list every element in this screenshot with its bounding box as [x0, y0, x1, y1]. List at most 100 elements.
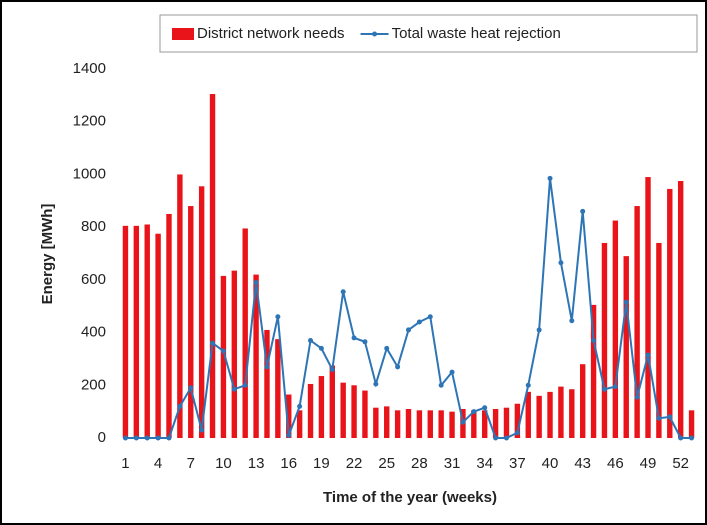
bar — [318, 376, 325, 438]
x-tick-label: 7 — [187, 455, 195, 472]
bar — [590, 304, 597, 438]
bar — [482, 410, 488, 438]
x-tick-label: 34 — [476, 455, 493, 472]
bar — [688, 410, 695, 438]
bar — [253, 274, 259, 438]
bar — [188, 206, 194, 438]
y-axis-label: Energy [MWh] — [39, 204, 56, 305]
x-tick-label: 31 — [444, 455, 461, 472]
line-point — [166, 435, 172, 441]
x-tick-label: 43 — [574, 455, 591, 472]
x-tick-label: 25 — [378, 455, 395, 472]
bar — [514, 403, 521, 438]
bar — [264, 329, 270, 438]
legend-swatch — [172, 28, 194, 40]
x-tick-label: 13 — [248, 455, 265, 472]
line-point — [536, 327, 542, 333]
bar — [242, 228, 248, 438]
bar — [623, 256, 629, 438]
line-point — [264, 364, 270, 370]
bar — [144, 224, 150, 438]
line-point — [340, 289, 346, 295]
bar — [405, 409, 412, 438]
bar — [307, 383, 314, 438]
bar — [155, 233, 161, 438]
line-point — [678, 435, 684, 441]
legend-box — [159, 14, 698, 53]
bar — [416, 410, 423, 438]
bar — [286, 394, 292, 438]
line-point — [471, 409, 477, 415]
line-point — [220, 348, 226, 354]
line-point — [645, 352, 651, 358]
bar — [677, 181, 684, 438]
line-point — [242, 382, 248, 388]
line-point — [384, 345, 390, 351]
bar — [525, 391, 531, 438]
legend-label: District network needs — [197, 25, 345, 42]
line-point — [351, 335, 357, 341]
bar — [427, 410, 433, 438]
bar — [558, 386, 564, 438]
line-point — [329, 366, 335, 372]
line-point — [580, 208, 586, 214]
y-tick-label: 600 — [81, 271, 106, 288]
x-tick-label: 4 — [154, 455, 162, 472]
y-tick-label: 0 — [98, 429, 106, 446]
x-tick-label: 46 — [607, 455, 624, 472]
y-tick-label: 1200 — [73, 113, 106, 130]
bar — [492, 409, 499, 438]
bar — [373, 407, 379, 438]
line-point — [503, 435, 509, 441]
line-point — [297, 403, 303, 409]
bar — [133, 225, 140, 438]
line-point — [482, 405, 488, 411]
bar — [275, 339, 281, 438]
line-point — [199, 427, 205, 433]
bar — [601, 242, 608, 438]
line-point — [427, 314, 433, 320]
bar — [536, 395, 542, 438]
line-point — [406, 327, 411, 333]
line-point — [275, 314, 281, 320]
line-point — [601, 386, 607, 392]
bar — [667, 188, 673, 438]
line-point — [308, 337, 314, 343]
y-tick-label: 200 — [81, 376, 106, 393]
line-point — [612, 384, 618, 390]
x-tick-label: 10 — [215, 455, 232, 472]
x-tick-label: 19 — [313, 455, 330, 472]
line-point — [438, 382, 444, 388]
line-point — [623, 299, 629, 305]
line-point — [634, 394, 640, 400]
line-point — [188, 385, 194, 391]
bar — [394, 410, 401, 438]
line-point — [547, 175, 553, 181]
bar — [579, 364, 586, 438]
line-point — [525, 382, 531, 388]
line-point — [318, 345, 324, 351]
line-point — [493, 435, 499, 441]
y-tick-label: 1000 — [73, 165, 106, 182]
line-point — [689, 435, 695, 441]
y-tick-label: 800 — [81, 218, 106, 235]
bar — [209, 94, 216, 439]
line-point — [416, 319, 422, 325]
bar — [656, 242, 662, 438]
x-tick-label: 22 — [346, 455, 363, 472]
bar — [329, 365, 335, 438]
bar — [296, 410, 303, 438]
x-tick-label: 28 — [411, 455, 428, 472]
line-point — [460, 419, 466, 425]
x-tick-label: 49 — [640, 455, 657, 472]
bar — [634, 206, 640, 438]
x-axis-label: Time of the year (weeks) — [323, 489, 497, 506]
line-point — [667, 414, 673, 420]
bar — [177, 174, 183, 438]
line-point — [395, 364, 401, 370]
line-point — [591, 337, 597, 343]
legend-label: Total waste heat rejection — [392, 25, 561, 42]
bar — [384, 406, 390, 438]
